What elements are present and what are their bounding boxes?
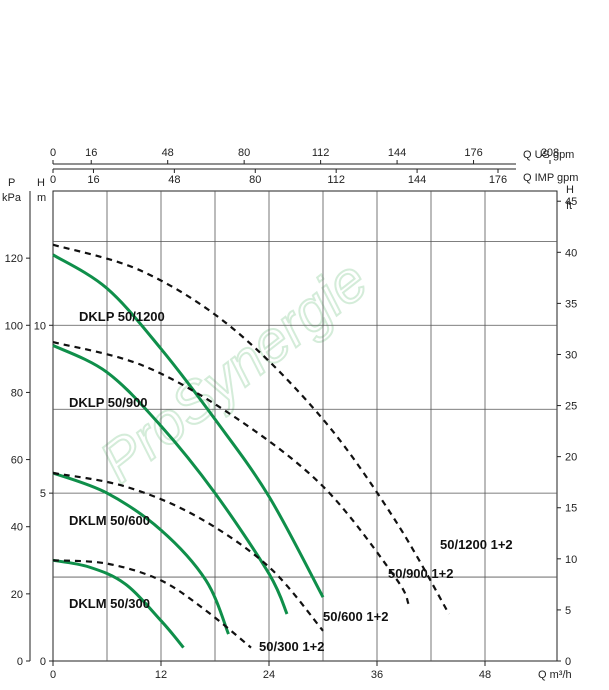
series-line-5	[52, 341, 410, 605]
series-line-7	[52, 559, 252, 649]
ft-tick-label: 0	[565, 656, 571, 668]
series-labels: DKLP 50/1200 DKLP 50/900 DKLM 50/600 DKLM 5…	[69, 309, 513, 654]
ft-tick-label: 30	[565, 349, 577, 361]
x-axis-unit: Q m³/h	[538, 669, 572, 681]
kpa-tick-label: 80	[11, 387, 23, 399]
m-axis-letter: H	[37, 177, 45, 189]
imp-gpm-tick-label: 48	[168, 174, 180, 186]
axes: 0 12 24 36 48 Q m³/h020406080100120PkPa0510Hm…	[2, 147, 578, 681]
series-label-2: DKLM 50/600	[69, 513, 150, 528]
series-label-6: 50/600 1+2	[323, 609, 388, 624]
kpa-tick-label: 60	[11, 455, 23, 467]
x-tick-label: 24	[263, 669, 275, 681]
watermark: ProSynergie	[87, 247, 381, 497]
ft-axis-unit: ft	[566, 200, 572, 212]
m-tick-label: 0	[40, 656, 46, 668]
ft-tick-label: 35	[565, 298, 577, 310]
ft-tick-label: 40	[565, 247, 577, 259]
series-label-7: 50/300 1+2	[259, 639, 324, 654]
us-gpm-tick-label: 176	[464, 147, 482, 159]
series-line-4	[52, 243, 450, 615]
ft-axis-letter: H	[566, 184, 574, 196]
us-gpm-tick-label: 112	[312, 147, 330, 159]
x-tick-label: 12	[155, 669, 167, 681]
kpa-tick-label: 120	[5, 253, 23, 265]
imp-gpm-tick-label: 144	[408, 174, 426, 186]
kpa-axis-unit: kPa	[2, 192, 22, 204]
m-tick-label: 5	[40, 488, 46, 500]
series-lines	[52, 243, 450, 649]
us-gpm-tick-label: 16	[85, 147, 97, 159]
imp-gpm-tick-label: 0	[50, 174, 56, 186]
us-gpm-tick-label: 80	[238, 147, 250, 159]
imp-gpm-tick-label: 176	[489, 174, 507, 186]
series-label-5: 50/900 1+2	[388, 566, 453, 581]
m-axis-unit: m	[37, 192, 46, 204]
kpa-tick-label: 100	[5, 320, 23, 332]
plot-frame	[52, 190, 558, 662]
ft-tick-label: 5	[565, 605, 571, 617]
ft-tick-label: 45	[565, 196, 577, 208]
x-tick-label: 48	[479, 669, 491, 681]
ft-tick-label: 20	[565, 452, 577, 464]
ft-tick-label: 10	[565, 554, 577, 566]
kpa-tick-label: 40	[11, 522, 23, 534]
us-gpm-tick-label: 48	[162, 147, 174, 159]
imp-gpm-unit: Q IMP gpm	[523, 172, 578, 184]
kpa-tick-label: 20	[11, 589, 23, 601]
series-line-1	[52, 344, 289, 615]
us-gpm-unit: Q US gpm	[523, 149, 574, 161]
us-gpm-tick-label: 144	[388, 147, 406, 159]
series-line-2	[52, 471, 230, 635]
x-tick-label: 36	[371, 669, 383, 681]
series-line-0	[52, 253, 325, 598]
us-gpm-tick-label: 208	[541, 147, 559, 159]
kpa-axis-letter: P	[8, 177, 15, 189]
ft-tick-label: 25	[565, 401, 577, 413]
m-tick-label: 10	[34, 320, 46, 332]
imp-gpm-tick-label: 112	[327, 174, 345, 186]
kpa-tick-label: 0	[17, 656, 23, 668]
watermark-text: ProSynergie	[88, 248, 380, 496]
x-tick-label: 0	[50, 669, 56, 681]
us-gpm-tick-label: 0	[50, 147, 56, 159]
imp-gpm-tick-label: 16	[87, 174, 99, 186]
imp-gpm-tick-label: 80	[249, 174, 261, 186]
series-label-4: 50/1200 1+2	[440, 537, 513, 552]
series-label-1: DKLP 50/900	[69, 395, 148, 410]
grid	[52, 190, 558, 662]
series-label-0: DKLP 50/1200	[79, 309, 165, 324]
ft-tick-label: 15	[565, 503, 577, 515]
series-label-3: DKLM 50/300	[69, 596, 150, 611]
series-line-3	[52, 558, 185, 649]
